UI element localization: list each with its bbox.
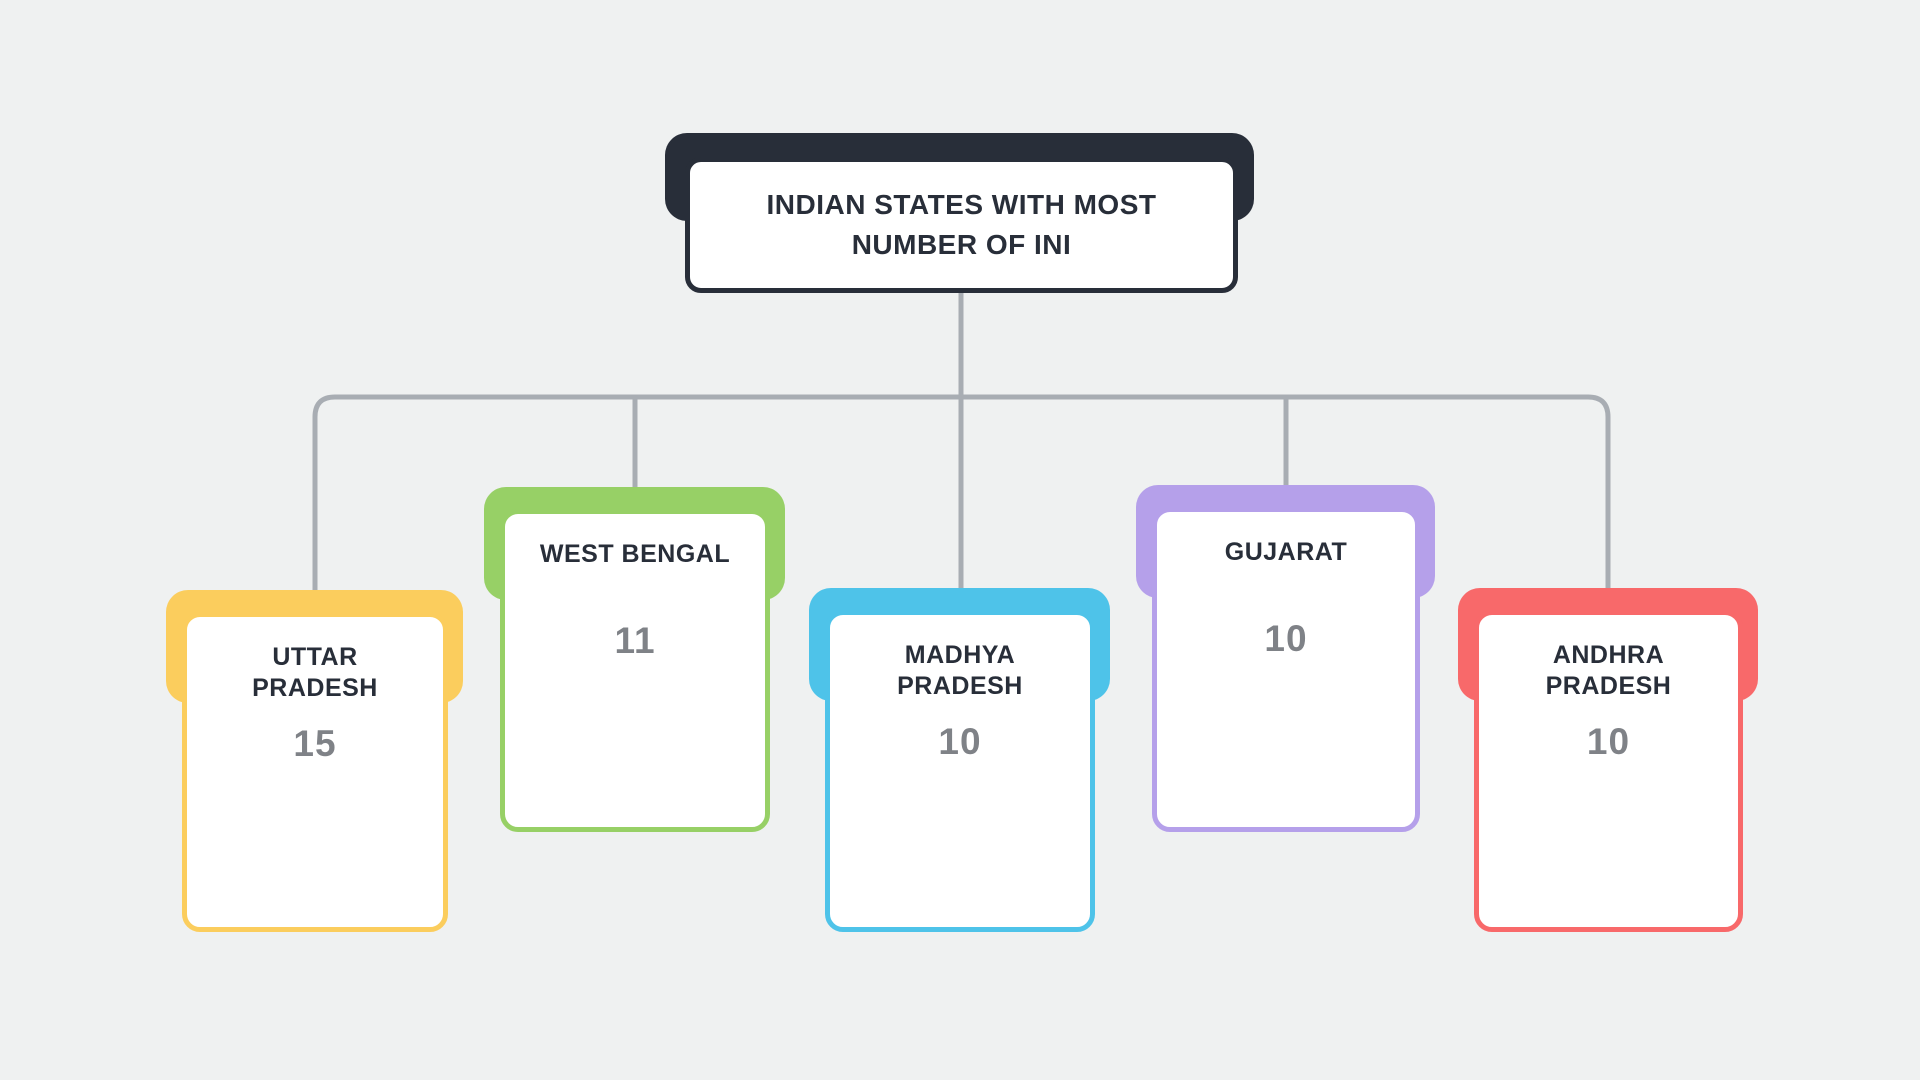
node-card: ANDHRA PRADESH 10 [1474, 610, 1743, 932]
state-value: 11 [614, 620, 656, 661]
node-card: UTTAR PRADESH 15 [182, 612, 448, 932]
state-value: 10 [938, 721, 982, 762]
state-name: ANDHRA PRADESH [1545, 641, 1672, 700]
node-andhra-pradesh: ANDHRA PRADESH 10 [1458, 588, 1758, 932]
state-name: UTTAR PRADESH [252, 643, 378, 702]
node-gujarat: GUJARAT 10 [1136, 485, 1435, 832]
root-node: INDIAN STATES WITH MOST NUMBER OF INI [665, 133, 1254, 293]
node-card: WEST BENGAL 11 [500, 509, 770, 832]
node-madhya-pradesh: MADHYA PRADESH 10 [809, 588, 1110, 932]
state-name: MADHYA PRADESH [897, 641, 1023, 700]
node-card: GUJARAT 10 [1152, 507, 1420, 832]
node-uttar-pradesh: UTTAR PRADESH 15 [166, 590, 463, 932]
node-west-bengal: WEST BENGAL 11 [484, 487, 785, 832]
node-card: MADHYA PRADESH 10 [825, 610, 1095, 932]
state-value: 10 [1264, 618, 1308, 659]
state-value: 15 [293, 723, 337, 764]
state-name: WEST BENGAL [539, 540, 731, 568]
state-value: 10 [1586, 721, 1631, 762]
root-node-card: INDIAN STATES WITH MOST NUMBER OF INI [685, 157, 1238, 293]
state-name: GUJARAT [1224, 538, 1348, 566]
diagram-title: INDIAN STATES WITH MOST NUMBER OF INI [766, 189, 1157, 260]
